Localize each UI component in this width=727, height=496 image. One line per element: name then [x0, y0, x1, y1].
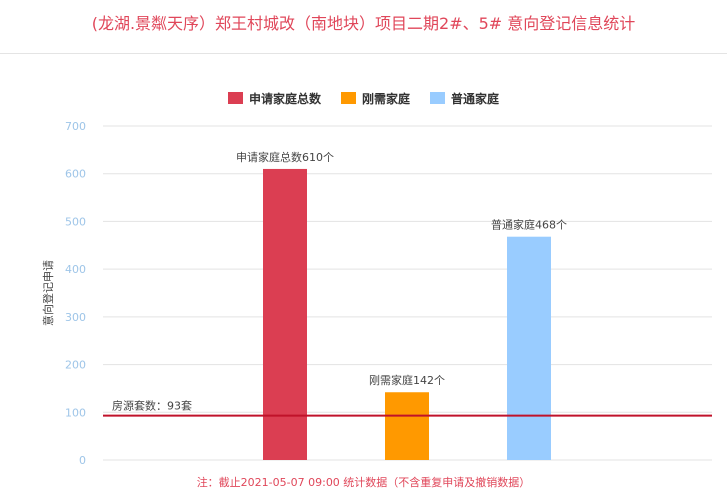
- legend-item-rigid[interactable]: 刚需家庭: [340, 90, 410, 107]
- y-tick-label: 0: [79, 454, 86, 467]
- legend-label-total: 申请家庭总数: [248, 91, 321, 106]
- reference-line-label: 房源套数：93套: [112, 399, 192, 413]
- bar: [263, 168, 307, 460]
- y-tick-label: 700: [65, 120, 86, 133]
- legend-item-normal[interactable]: 普通家庭: [430, 90, 499, 107]
- legend-label-normal: 普通家庭: [451, 91, 500, 106]
- y-tick-label: 300: [65, 311, 86, 324]
- reference-line-group: 房源套数：93套: [103, 399, 712, 417]
- y-tick-label: 500: [65, 215, 86, 228]
- legend-label-rigid: 刚需家庭: [361, 91, 410, 106]
- y-tick-label: 400: [65, 263, 86, 276]
- y-tick-label: 200: [65, 359, 86, 372]
- data-label: 申请家庭总数610个: [236, 150, 334, 164]
- legend-swatch-total: [227, 92, 243, 104]
- y-axis-ticks: 0 100 200 300 400 500 600 700: [65, 120, 86, 467]
- bar: [385, 392, 429, 460]
- title-divider: [0, 53, 727, 54]
- bars: [263, 168, 551, 460]
- footnote: 注：截止2021-05-07 09:00 统计数据（不含重复申请及撤销数据）: [196, 476, 531, 489]
- legend-item-total[interactable]: 申请家庭总数: [227, 90, 321, 107]
- legend-swatch-rigid: [340, 92, 356, 104]
- y-axis-label: 意向登记申请: [41, 260, 55, 326]
- data-label: 普通家庭468个: [491, 218, 567, 232]
- chart-legend: 申请家庭总数 刚需家庭 普通家庭: [0, 88, 727, 108]
- data-label: 刚需家庭142个: [369, 373, 445, 387]
- page-title: (龙湖.景粼天序）郑王村城改（南地块）项目二期2#、5# 意向登记信息统计: [91, 14, 636, 33]
- y-tick-label: 100: [65, 406, 86, 419]
- legend-swatch-normal: [430, 92, 445, 104]
- y-tick-label: 600: [65, 168, 86, 181]
- bar: [507, 236, 551, 460]
